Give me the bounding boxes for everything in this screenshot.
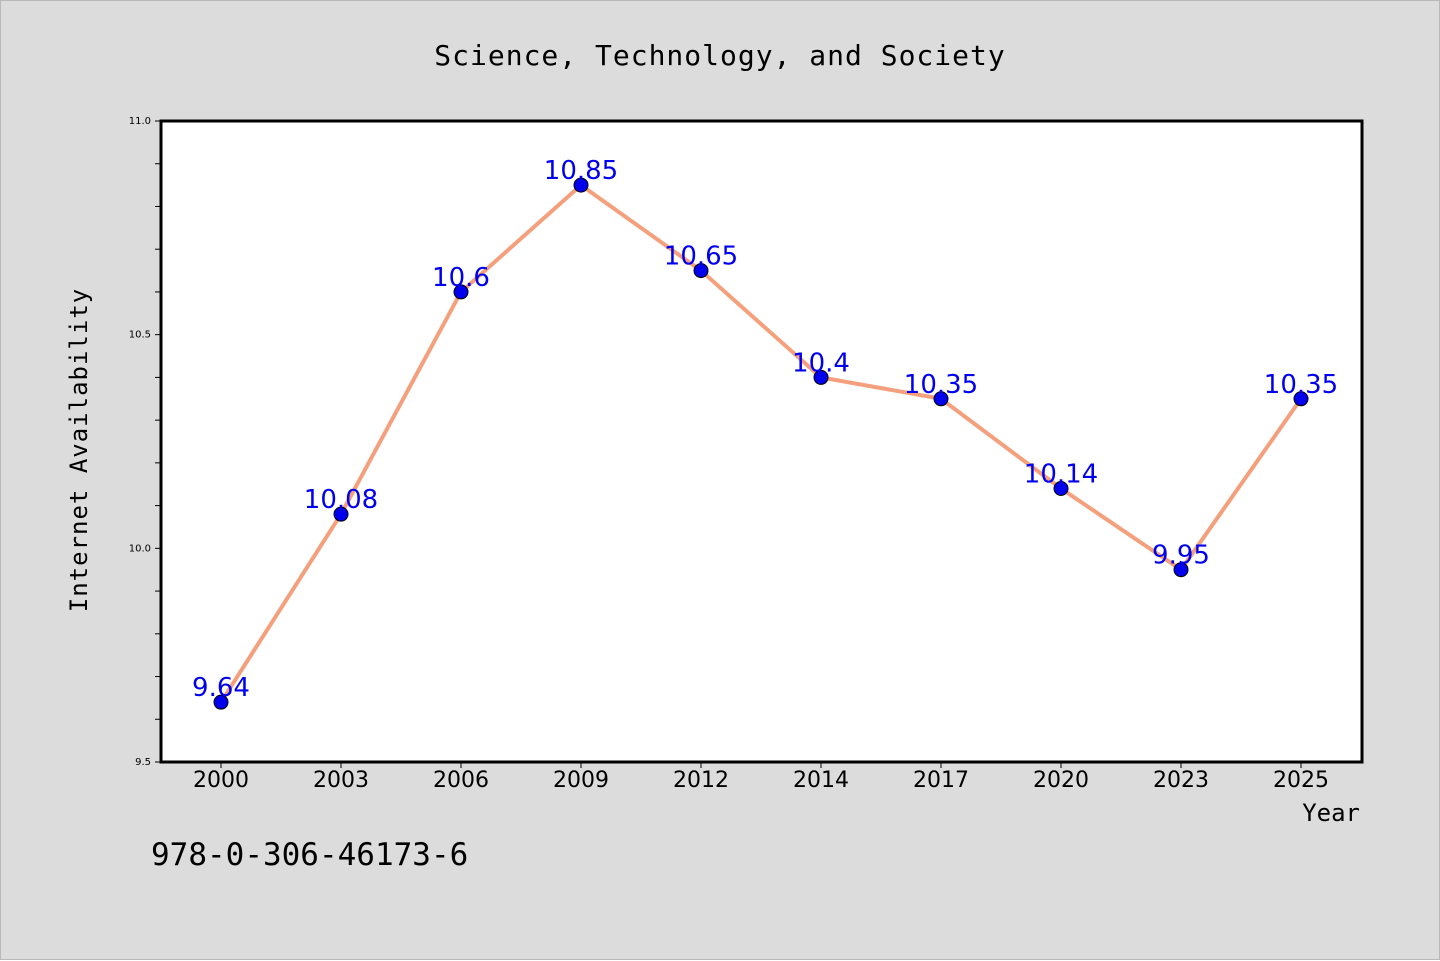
data-label: 10.35 (1264, 370, 1338, 400)
data-point (693, 263, 709, 279)
x-tick-label: 2025 (1273, 768, 1329, 793)
data-point (1173, 562, 1189, 578)
y-tick-label: 10.0 (129, 543, 151, 554)
data-point (213, 694, 229, 710)
x-axis-label: Year (1302, 799, 1360, 827)
data-label: 9.95 (1152, 541, 1210, 571)
data-label: 10.85 (544, 156, 618, 186)
data-point (933, 391, 949, 407)
x-tick-label: 2003 (313, 768, 369, 793)
x-tick-label: 2012 (673, 768, 729, 793)
data-point (1053, 481, 1069, 497)
plot-area (159, 119, 1364, 764)
x-tick-label: 2014 (793, 768, 849, 793)
series-group: 9.64 10.08 10.6 10.85 10.65 10.4 10.35 10.14 9.9… (192, 156, 1338, 710)
data-label: 9.64 (192, 673, 250, 703)
series-line (219, 183, 1303, 704)
x-tick-label: 2017 (913, 768, 969, 793)
chart-title: Science, Technology, and Society (434, 39, 1005, 72)
data-point (1293, 391, 1309, 407)
data-point (453, 284, 469, 300)
x-axis: 2000 2003 2006 2009 2012 2014 2017 2020 2023 2025 (193, 762, 1329, 793)
y-axis: 9.5 10.0 10.5 11.0 (129, 116, 161, 768)
data-label: 10.35 (904, 370, 978, 400)
data-label: 10.4 (792, 348, 850, 378)
y-tick-label: 9.5 (135, 757, 151, 768)
x-tick-label: 2006 (433, 768, 489, 793)
data-label: 10.08 (304, 485, 378, 515)
data-point (813, 369, 829, 385)
x-tick-label: 2000 (193, 768, 249, 793)
data-point (573, 177, 589, 193)
isbn-annotation: 978-0-306-46173-6 (151, 837, 468, 873)
x-tick-label: 2020 (1033, 768, 1089, 793)
x-tick-label: 2023 (1153, 768, 1209, 793)
data-label: 10.6 (432, 263, 490, 293)
data-point (333, 506, 349, 522)
y-tick-label: 11.0 (129, 116, 151, 127)
x-tick-label: 2009 (553, 768, 609, 793)
y-axis-label: Internet Availability (65, 288, 93, 612)
data-label: 10.14 (1024, 460, 1098, 490)
data-label: 10.65 (664, 242, 738, 272)
y-tick-label: 10.5 (129, 330, 151, 341)
